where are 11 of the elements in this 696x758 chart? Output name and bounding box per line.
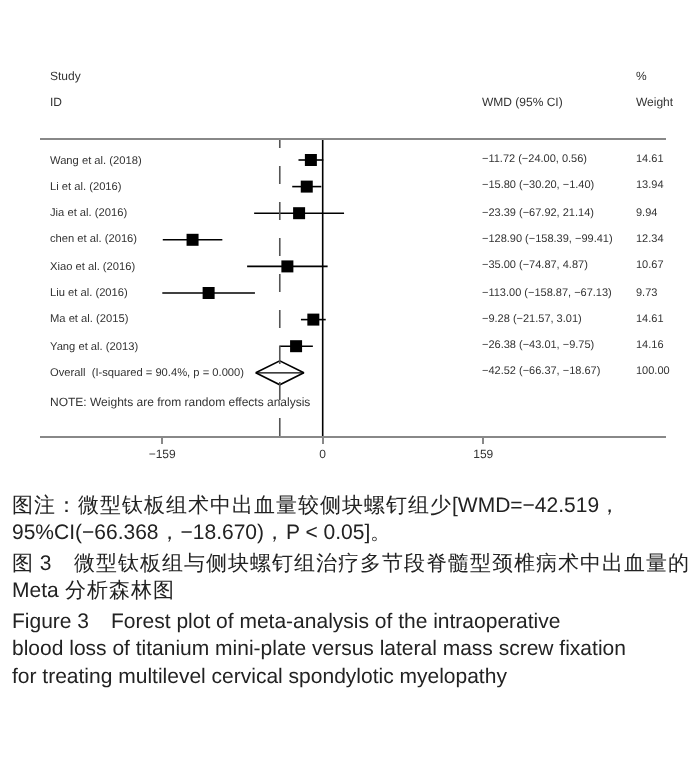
point [307,313,320,326]
point [202,287,215,299]
caption: Figure 3 Forest plot of meta-analysis of the intraoperative blood loss of titanium mini-plate versus lateral mass screw fixation for treating multilevel cervical spondylotic myelopathy [12,610,627,689]
point [290,340,303,353]
point [304,154,317,166]
text: 图注：微型钛板组术中出血量较侧块螺钉组少[WMD=−42.519，95%CI(−66.368，−18.670)，P < 0.05]。 [12,492,622,546]
caption: 图 3 微型钛板组与侧块螺钉组治疗多节段脊髓型颈椎病术中出血量的 Meta 分析森林图 [12,550,690,604]
point [293,207,306,220]
point [186,233,199,246]
point [300,180,313,193]
point [281,260,294,273]
